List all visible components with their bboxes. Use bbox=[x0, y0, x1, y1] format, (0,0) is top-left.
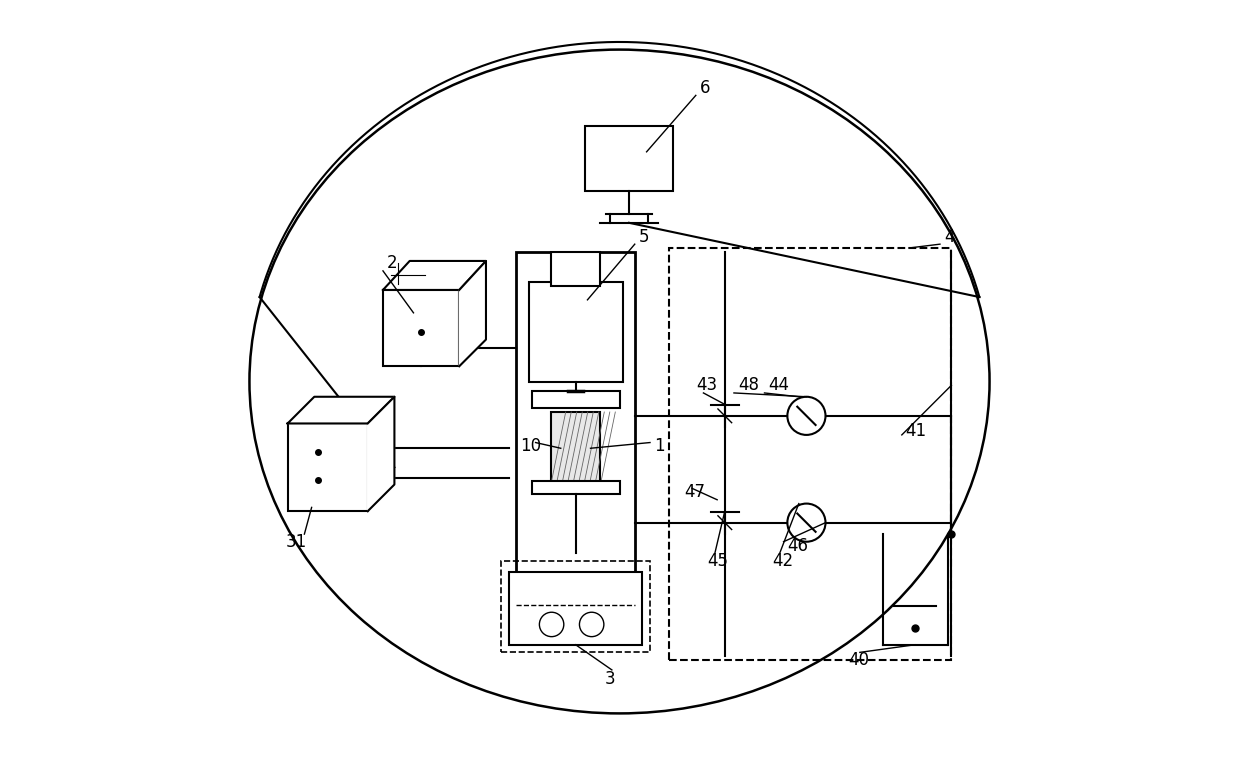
Bar bbox=[502, 561, 650, 652]
Text: 44: 44 bbox=[768, 376, 789, 394]
Ellipse shape bbox=[249, 50, 990, 713]
Bar bbox=[383, 290, 460, 366]
Text: 31: 31 bbox=[285, 533, 306, 551]
Text: 1: 1 bbox=[654, 437, 664, 456]
Text: 3: 3 bbox=[605, 670, 615, 688]
Text: 5: 5 bbox=[638, 227, 649, 246]
Text: 43: 43 bbox=[696, 376, 717, 394]
Text: 4: 4 bbox=[944, 227, 954, 246]
Polygon shape bbox=[383, 261, 486, 290]
Text: 46: 46 bbox=[787, 536, 808, 555]
Bar bbox=[551, 412, 601, 485]
Text: 42: 42 bbox=[772, 552, 793, 570]
Bar bbox=[551, 252, 601, 286]
Text: 40: 40 bbox=[849, 651, 870, 669]
Bar bbox=[669, 248, 952, 660]
Polygon shape bbox=[460, 261, 486, 366]
Text: 48: 48 bbox=[737, 376, 758, 394]
Bar bbox=[509, 572, 642, 645]
Text: 2: 2 bbox=[387, 254, 398, 272]
Bar bbox=[517, 252, 634, 572]
Bar bbox=[532, 391, 620, 408]
Text: 45: 45 bbox=[707, 552, 729, 570]
Polygon shape bbox=[287, 397, 394, 423]
Text: 41: 41 bbox=[906, 422, 927, 440]
Bar bbox=[529, 282, 622, 382]
Bar bbox=[585, 126, 673, 191]
Bar bbox=[532, 481, 620, 494]
Text: 10: 10 bbox=[520, 437, 541, 456]
Bar bbox=[287, 423, 368, 511]
Polygon shape bbox=[368, 397, 394, 511]
Text: 47: 47 bbox=[684, 483, 705, 501]
Text: 6: 6 bbox=[700, 79, 710, 97]
